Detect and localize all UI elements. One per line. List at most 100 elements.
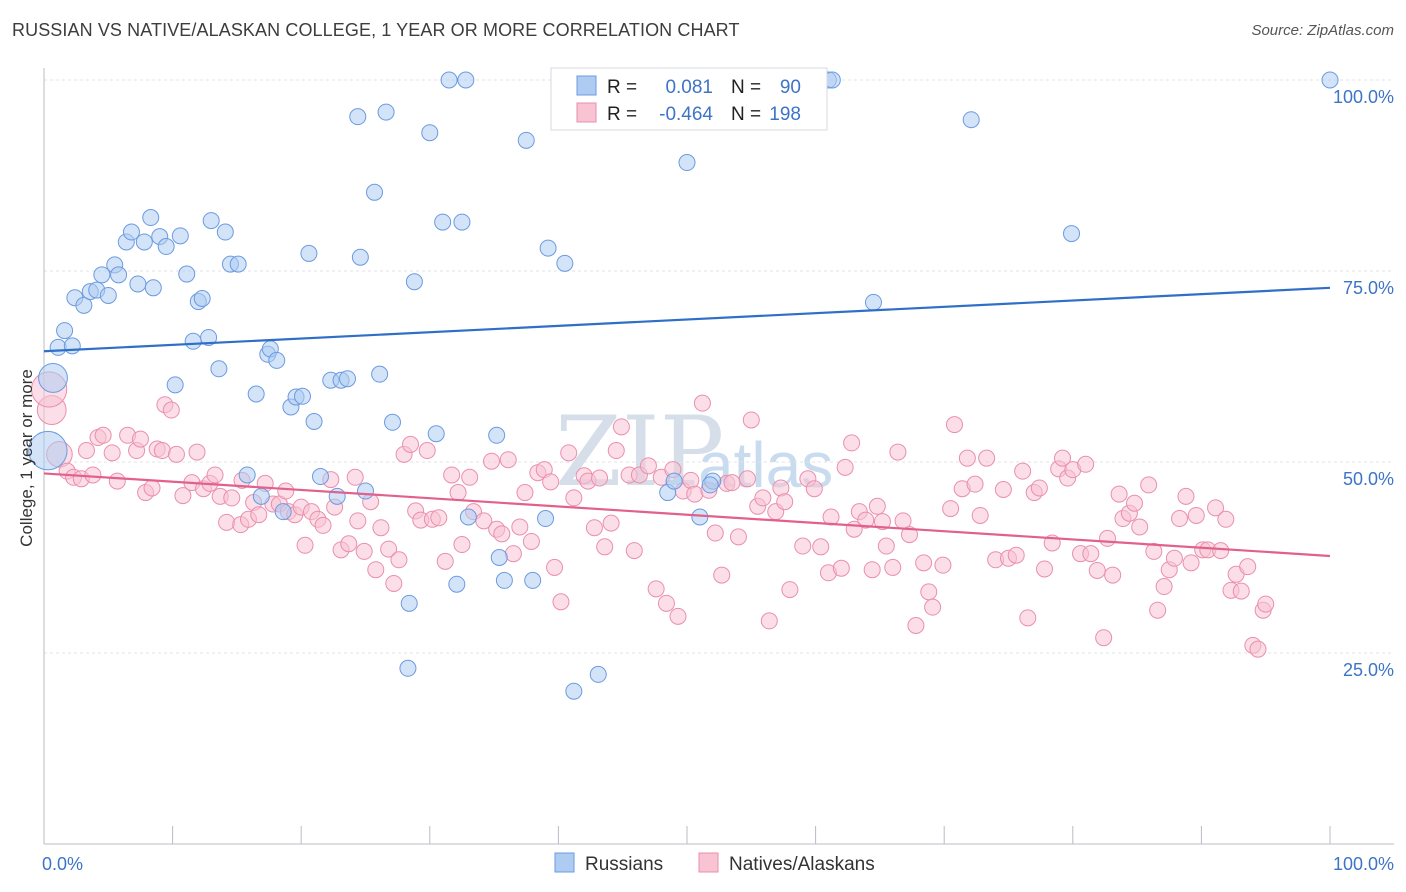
natives-point-117 (742, 411, 760, 429)
russians-point-18 (144, 279, 162, 297)
russians-point-6 (75, 296, 93, 314)
y-axis-title: College, 1 year or more (17, 369, 36, 547)
russians-point-38 (268, 351, 286, 369)
series-legend-label-natives: Natives/Alaskans (729, 854, 875, 875)
natives-point-43 (296, 536, 314, 554)
russians-point-39 (274, 503, 292, 521)
russians-point-15 (129, 275, 147, 293)
natives-point-137 (868, 497, 886, 515)
series-legend-swatch-natives (698, 852, 719, 873)
russians-point-88 (962, 111, 980, 129)
natives-point-194 (1207, 499, 1225, 517)
natives-point-195 (1212, 542, 1230, 560)
russians-point-84 (701, 476, 719, 494)
natives-point-95 (607, 442, 625, 460)
russians-point-24 (184, 332, 202, 350)
natives-point-187 (1165, 549, 1183, 567)
natives-point-124 (781, 581, 799, 599)
russians-point-42 (293, 387, 311, 405)
russians-point-73 (537, 510, 555, 528)
natives-point-180 (1126, 494, 1144, 512)
natives-point-46 (314, 516, 332, 534)
natives-point-51 (346, 468, 364, 486)
natives-point-35 (250, 506, 268, 524)
natives-point-177 (1110, 485, 1128, 503)
natives-point-167 (1054, 449, 1072, 467)
russians-point-61 (427, 425, 445, 443)
natives-point-199 (1232, 582, 1250, 600)
natives-point-92 (591, 469, 609, 487)
natives-point-96 (612, 418, 630, 436)
natives-point-66 (430, 509, 448, 527)
natives-point-143 (900, 526, 918, 544)
natives-point-164 (1036, 560, 1054, 578)
natives-point-128 (812, 538, 830, 556)
natives-point-6 (77, 442, 95, 460)
natives-point-190 (1182, 554, 1200, 572)
natives-point-146 (920, 583, 938, 601)
legend-r-value-russians: 0.081 (665, 77, 713, 98)
natives-point-69 (449, 484, 467, 502)
russians-point-56 (384, 413, 402, 431)
natives-point-141 (889, 443, 907, 461)
natives-point-152 (958, 449, 976, 467)
natives-point-68 (443, 466, 461, 484)
russians-point-63 (440, 71, 458, 89)
russians-point-45 (311, 468, 329, 486)
russians-point-67 (459, 508, 477, 526)
natives-point-196 (1217, 510, 1235, 528)
natives-point-127 (805, 480, 823, 498)
russians-point-70 (495, 571, 513, 589)
russians-point-28 (202, 212, 220, 230)
natives-point-103 (657, 594, 675, 612)
natives-point-56 (372, 519, 390, 537)
natives-point-24 (188, 443, 206, 461)
natives-point-101 (647, 580, 665, 598)
natives-point-58 (385, 574, 403, 592)
y-tick-label-75: 75.0% (1343, 278, 1394, 298)
russians-point-50 (351, 248, 369, 266)
natives-point-108 (686, 485, 704, 503)
natives-point-105 (669, 607, 687, 625)
russians-point-49 (338, 370, 356, 388)
natives-point-87 (560, 444, 578, 462)
natives-point-200 (1239, 558, 1257, 576)
russians-point-47 (328, 487, 346, 505)
natives-point-135 (857, 511, 875, 529)
chart-source: Source: ZipAtlas.com (1251, 22, 1394, 39)
natives-point-125 (794, 537, 812, 555)
legend-swatch-russians (576, 75, 597, 96)
natives-point-74 (483, 452, 501, 470)
natives-point-140 (884, 558, 902, 576)
natives-point-154 (971, 506, 989, 524)
russians-point-4 (63, 337, 81, 355)
series-legend-label-russians: Russians (585, 854, 663, 875)
russians-point-22 (171, 227, 189, 245)
natives-point-133 (843, 434, 861, 452)
natives-point-64 (418, 442, 436, 460)
natives-point-21 (167, 445, 185, 463)
stats-legend: R = 0.081 N = 90 R = -0.464 N = 198 (550, 67, 828, 131)
series-legend: Russians Natives/Alaskans (554, 852, 875, 875)
natives-point-160 (1014, 462, 1032, 480)
natives-point-159 (1007, 546, 1025, 564)
russians-point-54 (371, 365, 389, 383)
russians-point-27 (200, 328, 218, 346)
natives-point-132 (836, 458, 854, 476)
russians-point-81 (678, 154, 696, 172)
trend-lines (43, 286, 1331, 558)
natives-point-145 (915, 554, 933, 572)
russians-point-76 (565, 682, 583, 700)
natives-point-53 (355, 542, 373, 560)
natives-point-161 (1019, 609, 1037, 627)
natives-point-88 (565, 489, 583, 507)
russians-point-62 (434, 213, 452, 231)
russians-point-83 (691, 508, 709, 526)
natives-point-189 (1177, 487, 1195, 505)
russians-point-35 (252, 487, 270, 505)
natives-point-163 (1030, 479, 1048, 497)
natives-point-202 (1249, 640, 1267, 658)
natives-point-55 (367, 561, 385, 579)
natives-point-80 (516, 484, 534, 502)
